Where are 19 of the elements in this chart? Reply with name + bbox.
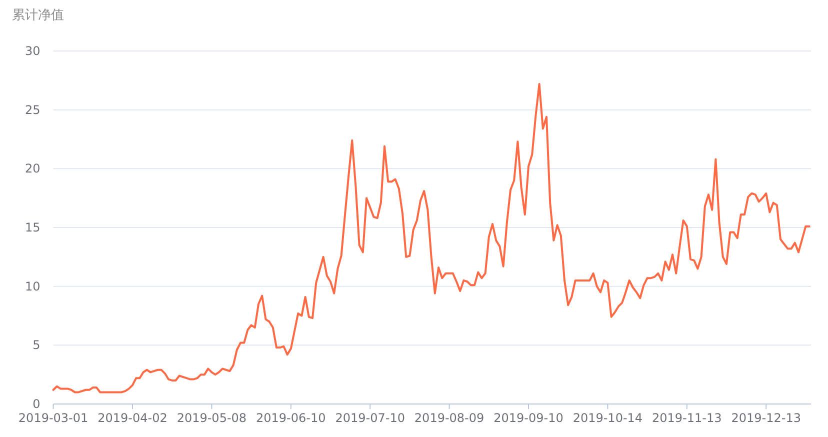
x-tick-label: 2019-09-10 [494, 411, 564, 425]
x-tick-label: 2019-12-13 [731, 411, 801, 425]
y-axis-title: 累计净值 [12, 8, 64, 23]
line-series [52, 82, 810, 394]
x-tick-label: 2019-10-14 [572, 411, 643, 425]
x-tick-label: 2019-06-10 [256, 411, 326, 425]
y-tick-label: 30 [25, 44, 40, 58]
x-tick-label: 2019-07-10 [335, 411, 405, 425]
x-tick-label: 2019-04-02 [98, 411, 168, 425]
x-tick-label: 2019-08-09 [414, 411, 484, 425]
x-tick-label: 2019-11-13 [652, 411, 722, 425]
y-tick-label: 25 [25, 102, 40, 117]
y-tick-label: 0 [32, 397, 40, 411]
y-tick-label: 10 [25, 279, 40, 294]
x-tick-label: 2019-03-01 [18, 411, 88, 425]
y-tick-label: 20 [25, 162, 40, 176]
y-tick-label: 15 [25, 220, 40, 234]
x-tick-label: 2019-05-08 [176, 411, 247, 425]
y-tick-label: 5 [32, 338, 40, 352]
